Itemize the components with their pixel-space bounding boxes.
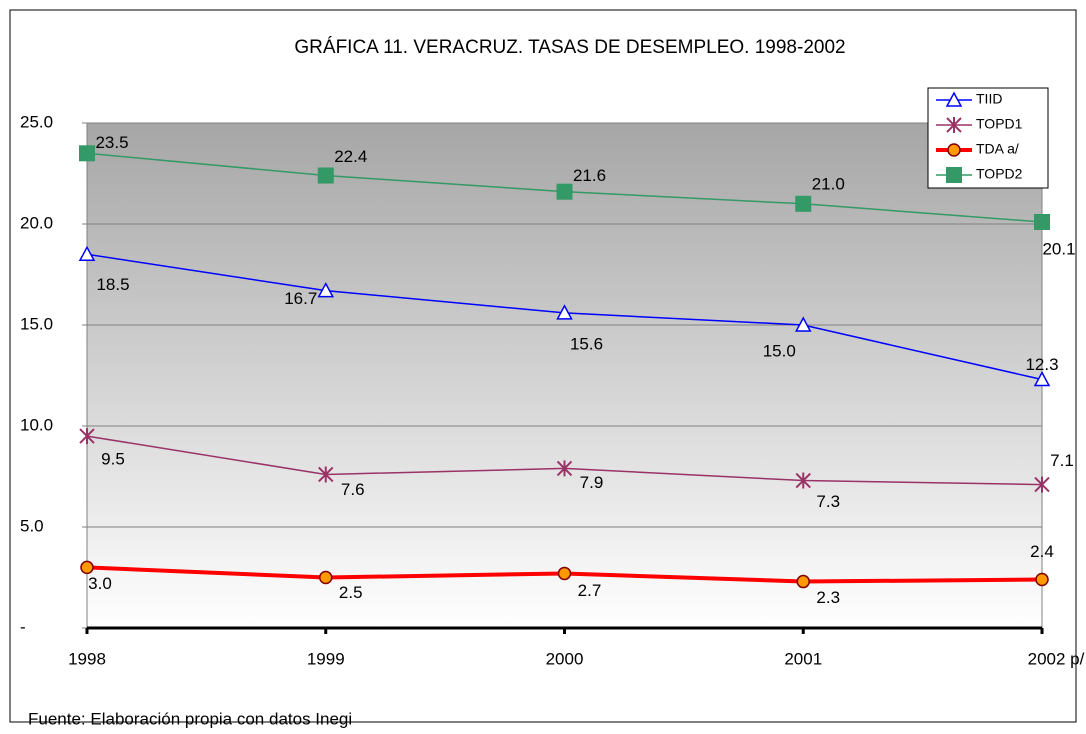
marker [317, 167, 334, 184]
chart-title: GRÁFICA 11. VERACRUZ. TASAS DE DESEMPLEO… [294, 37, 845, 58]
data-label: 9.5 [101, 450, 125, 469]
marker [317, 282, 335, 298]
marker [79, 428, 95, 445]
marker [556, 183, 573, 200]
marker [945, 91, 963, 107]
marker [78, 245, 96, 262]
data-label: 21.0 [812, 174, 845, 193]
legend-label: TDA a/ [976, 141, 1019, 157]
marker [319, 570, 333, 585]
marker [80, 560, 94, 575]
marker [1034, 213, 1050, 230]
y-tick-label: 5.0 [20, 516, 44, 535]
data-label: 20.1 [1042, 239, 1075, 258]
data-label: 15.6 [570, 334, 603, 353]
marker [556, 460, 573, 477]
plot-area [86, 122, 1043, 629]
y-tick-label: 15.0 [20, 314, 53, 333]
marker [1033, 370, 1051, 387]
marker [795, 472, 811, 489]
data-label: 7.9 [580, 473, 604, 492]
x-tick-label: 1999 [307, 649, 345, 668]
data-label: 18.5 [96, 275, 129, 294]
y-tick-label: 25.0 [20, 112, 53, 131]
legend-label: TOPD2 [976, 166, 1023, 182]
source-note: Fuente: Elaboración propia con datos Ine… [28, 709, 352, 728]
x-tick-label: 2002 p/ [1028, 649, 1085, 668]
y-tick-label: 10.0 [20, 415, 53, 434]
legend-label: TOPD1 [976, 116, 1023, 132]
marker [556, 304, 573, 320]
data-label: 2.3 [816, 588, 840, 607]
data-label: 2.4 [1030, 542, 1054, 561]
marker [795, 195, 812, 212]
marker [79, 145, 95, 162]
data-label: 2.7 [578, 581, 602, 600]
x-tick-label: 2001 [784, 649, 822, 668]
x-tick-label: 1998 [68, 649, 106, 668]
legend-label: TIID [976, 91, 1002, 107]
marker [796, 574, 810, 589]
data-label: 21.6 [573, 166, 606, 185]
data-label: 16.7 [284, 289, 317, 308]
data-label: 7.6 [341, 480, 365, 499]
data-label: 22.4 [334, 147, 367, 166]
x-tick-label: 2000 [546, 649, 584, 668]
data-label: 15.0 [763, 341, 796, 360]
data-label: 3.0 [88, 574, 112, 593]
data-label: 23.5 [95, 133, 128, 152]
marker [946, 117, 962, 133]
y-tick-label: - [20, 617, 26, 636]
marker [318, 466, 334, 483]
marker [557, 566, 572, 581]
marker [946, 167, 962, 183]
marker [1035, 572, 1049, 587]
y-tick-label: 20.0 [20, 213, 53, 232]
data-label: 7.1 [1050, 451, 1074, 470]
data-label: 7.3 [816, 492, 840, 511]
marker [947, 143, 961, 157]
marker [794, 316, 812, 332]
data-label: 12.3 [1025, 355, 1058, 374]
marker [1034, 476, 1050, 493]
data-label: 2.5 [339, 583, 363, 602]
